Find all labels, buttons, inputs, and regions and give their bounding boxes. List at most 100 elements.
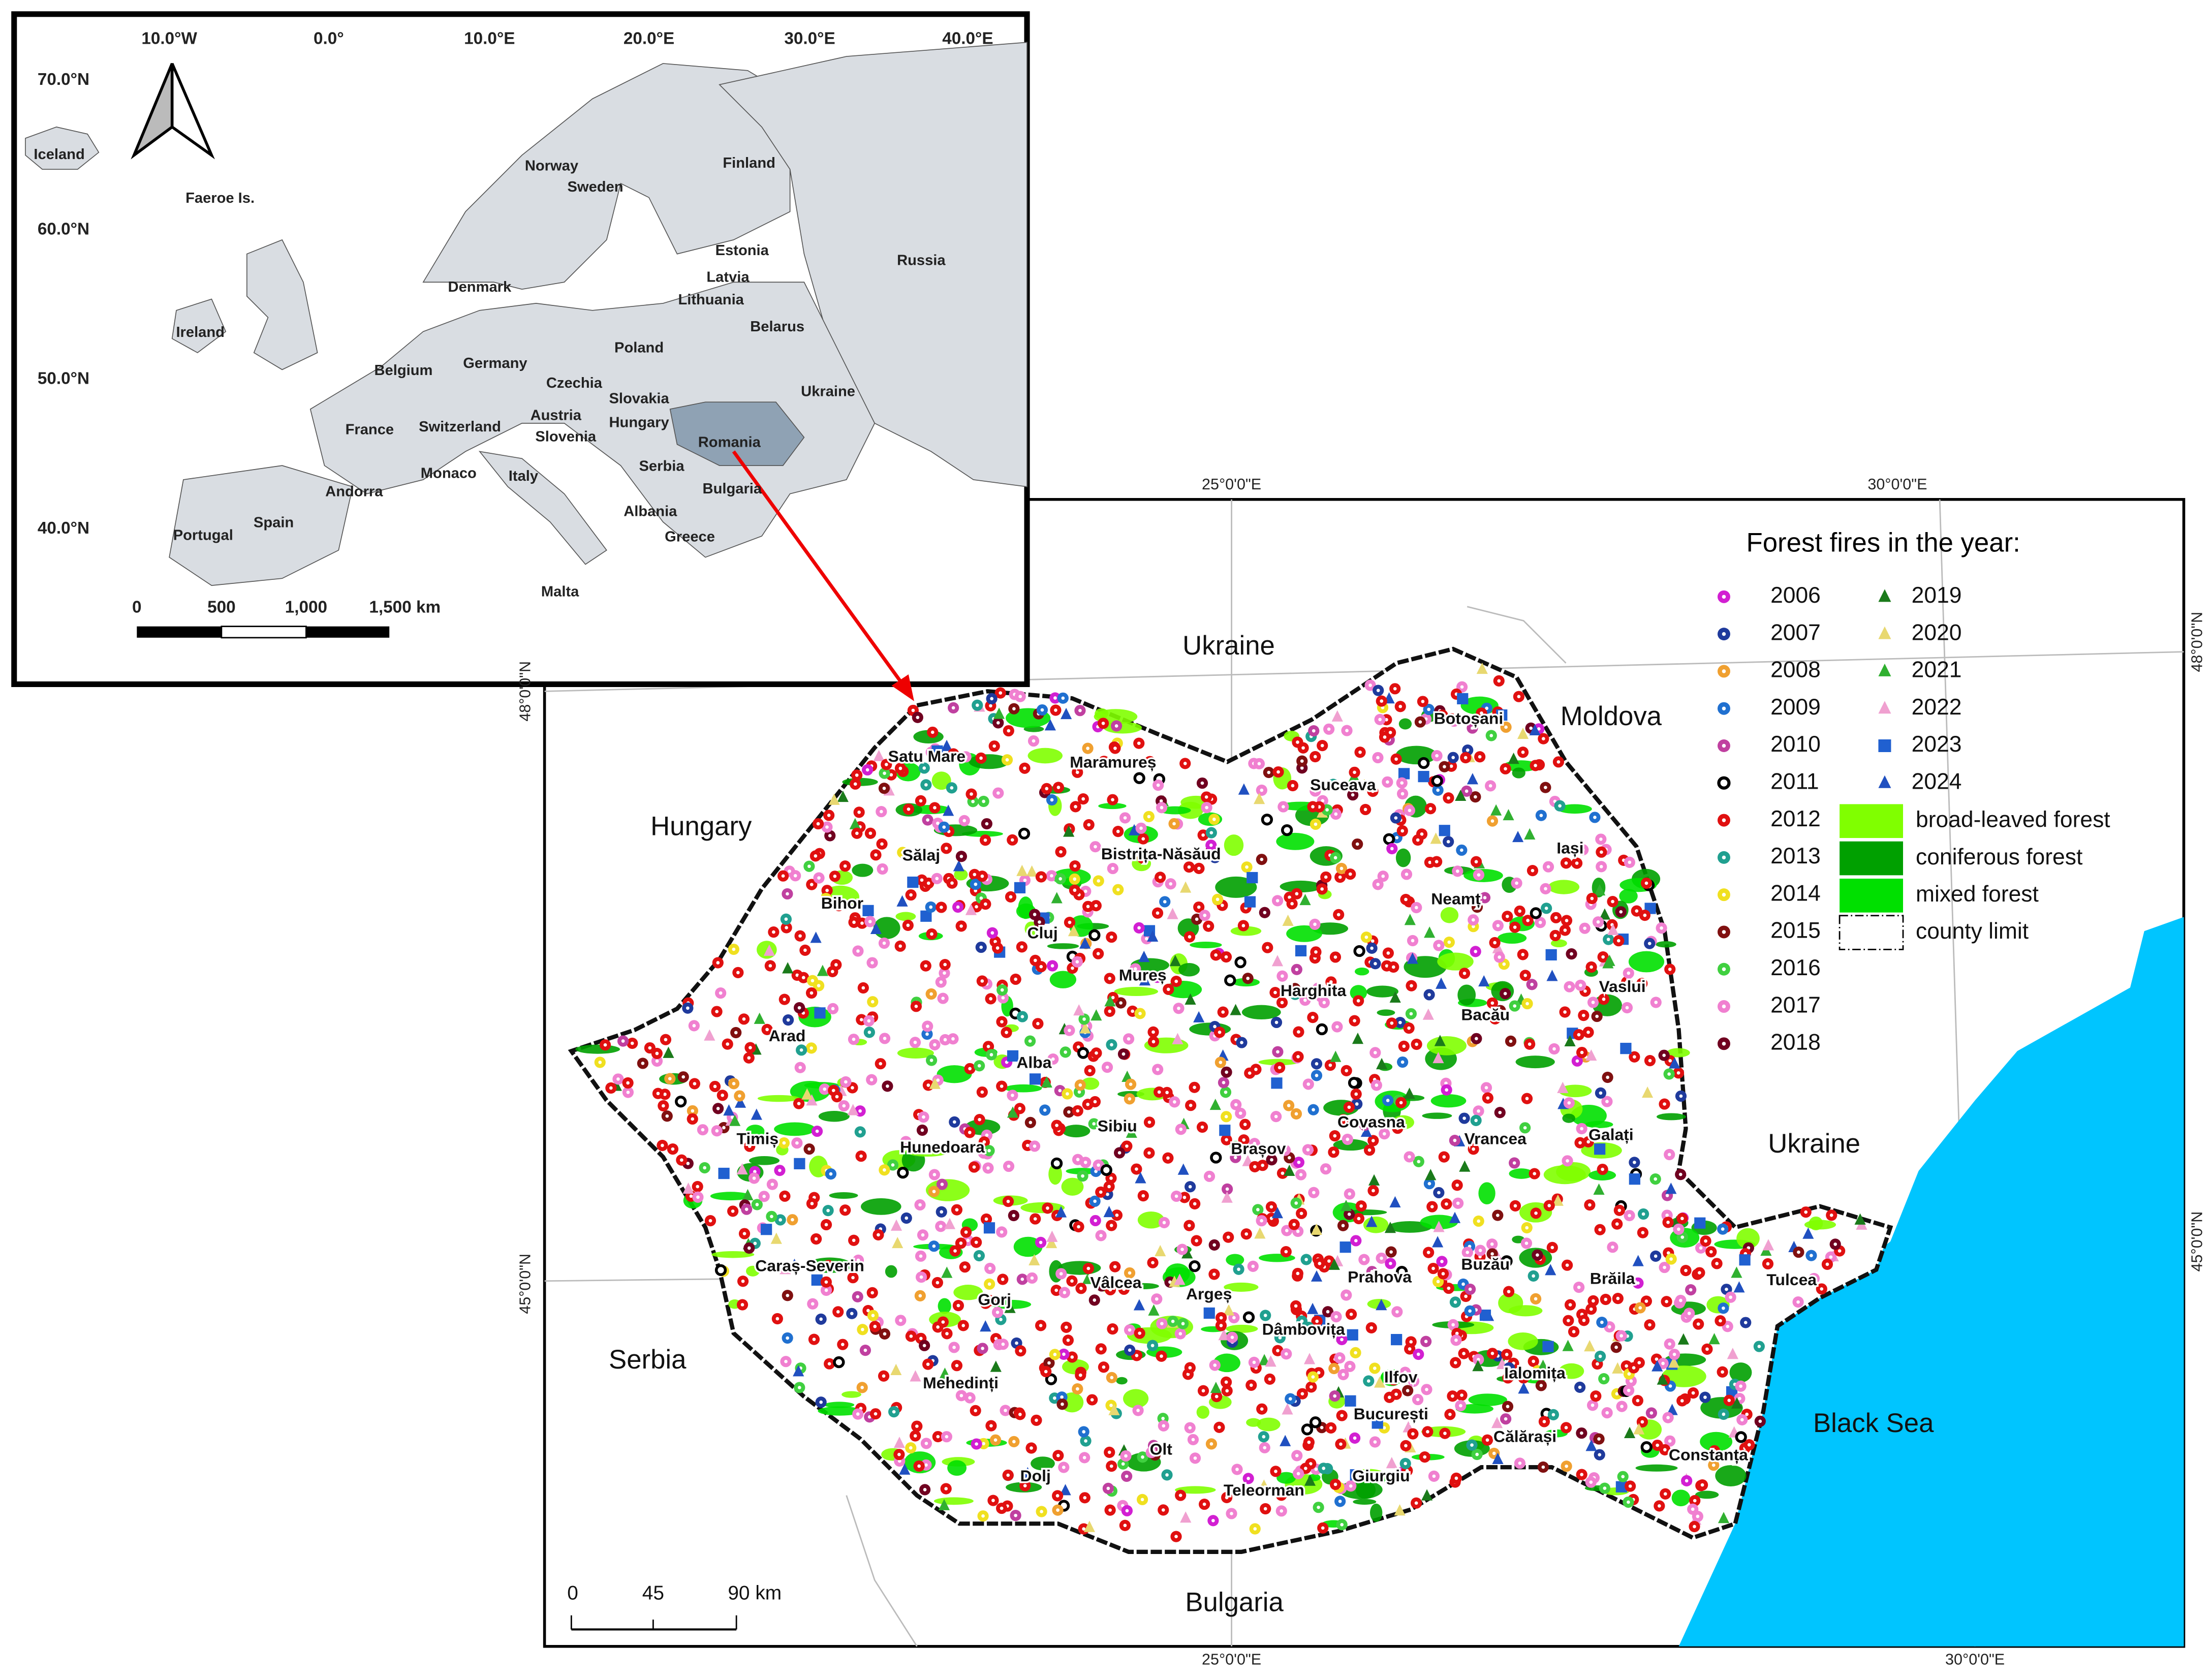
marker-center bbox=[1012, 707, 1016, 711]
marker-center bbox=[987, 1282, 991, 1286]
marker-center bbox=[681, 1075, 686, 1079]
marker bbox=[1353, 945, 1365, 957]
forest-patch bbox=[1047, 943, 1079, 949]
marker-center bbox=[886, 1084, 889, 1088]
marker-center bbox=[1283, 1148, 1287, 1152]
marker-center bbox=[1109, 1464, 1113, 1468]
marker-center bbox=[1062, 1466, 1066, 1469]
forest-patch bbox=[953, 1285, 983, 1300]
marker bbox=[920, 910, 932, 922]
marker-center bbox=[1443, 765, 1446, 769]
marker-center bbox=[1276, 1050, 1280, 1054]
marker bbox=[1177, 1163, 1189, 1175]
label: 500 bbox=[207, 598, 236, 616]
marker-center bbox=[1394, 816, 1398, 820]
marker bbox=[793, 1365, 804, 1377]
marker-center bbox=[1541, 1465, 1545, 1469]
marker-center bbox=[734, 1031, 738, 1035]
marker bbox=[1479, 1310, 1491, 1321]
marker-center bbox=[926, 1362, 930, 1366]
marker-center bbox=[926, 1083, 930, 1087]
marker-center bbox=[1156, 911, 1160, 915]
forest-patch bbox=[1729, 1362, 1752, 1383]
marker-center bbox=[1405, 1469, 1409, 1473]
marker-center bbox=[1012, 1440, 1016, 1444]
marker-center bbox=[1580, 1050, 1584, 1054]
marker-center bbox=[1666, 1416, 1670, 1419]
marker-center bbox=[1447, 1286, 1451, 1290]
marker-center bbox=[955, 1208, 959, 1211]
label: Argeș bbox=[1186, 1285, 1232, 1303]
marker bbox=[1545, 1264, 1556, 1276]
marker-center bbox=[1253, 1165, 1257, 1169]
forest-patch bbox=[1695, 1490, 1719, 1499]
marker-center bbox=[1032, 739, 1036, 743]
marker-center bbox=[1224, 1380, 1228, 1384]
marker-center bbox=[1070, 1355, 1074, 1359]
marker-center bbox=[1405, 873, 1409, 876]
marker-center bbox=[1315, 1074, 1319, 1077]
marker-center bbox=[921, 1233, 925, 1237]
marker-center bbox=[823, 1087, 827, 1091]
marker bbox=[1564, 1035, 1576, 1047]
marker-center bbox=[945, 846, 948, 850]
label: Teleorman bbox=[1224, 1481, 1304, 1499]
marker-center bbox=[1475, 1037, 1478, 1041]
marker-center bbox=[1538, 920, 1542, 924]
marker bbox=[1073, 1004, 1085, 1016]
marker-center bbox=[1060, 1395, 1064, 1399]
marker-center bbox=[1721, 1370, 1724, 1374]
marker-center bbox=[689, 1194, 693, 1198]
marker-center bbox=[1544, 786, 1547, 789]
marker-center bbox=[926, 881, 930, 885]
marker bbox=[1311, 1270, 1323, 1282]
marker-center bbox=[1440, 1260, 1444, 1263]
marker-center bbox=[929, 992, 933, 996]
marker-center bbox=[981, 1514, 985, 1518]
legend-label: broad-leaved forest bbox=[1916, 807, 2110, 832]
marker-center bbox=[1641, 1231, 1645, 1234]
marker bbox=[1247, 872, 1258, 884]
marker bbox=[1016, 864, 1028, 876]
marker-center bbox=[1121, 1462, 1125, 1466]
marker-center bbox=[924, 1463, 928, 1467]
marker-center bbox=[1477, 1219, 1481, 1223]
marker-center bbox=[1129, 1082, 1133, 1086]
marker bbox=[1394, 1504, 1406, 1516]
marker-center bbox=[1399, 1101, 1403, 1105]
marker-center bbox=[1294, 1112, 1298, 1116]
marker-center bbox=[1470, 1443, 1474, 1447]
marker bbox=[734, 1096, 746, 1108]
marker-center bbox=[1090, 1398, 1094, 1402]
marker-center bbox=[1525, 1097, 1529, 1101]
marker-center bbox=[1082, 1527, 1086, 1531]
marker-center bbox=[1509, 1039, 1513, 1043]
forest-patch bbox=[1635, 1464, 1678, 1472]
label: Italy bbox=[509, 468, 539, 484]
marker-center bbox=[1138, 1331, 1142, 1335]
marker-center bbox=[1678, 1172, 1683, 1176]
marker-center bbox=[1160, 1322, 1164, 1325]
marker-center bbox=[1115, 1213, 1119, 1217]
marker-center bbox=[1449, 764, 1453, 768]
marker bbox=[1490, 804, 1502, 816]
marker-center bbox=[810, 1202, 814, 1205]
label: Portugal bbox=[173, 527, 233, 544]
marker bbox=[1271, 955, 1284, 967]
marker-center bbox=[1342, 1117, 1345, 1122]
marker-center bbox=[1162, 1424, 1166, 1428]
marker-center bbox=[837, 904, 841, 908]
marker-center bbox=[1297, 1030, 1300, 1034]
marker-center bbox=[1039, 1324, 1043, 1327]
marker-center bbox=[1380, 1256, 1383, 1260]
marker-center bbox=[1568, 985, 1571, 989]
marker-center bbox=[1166, 1156, 1170, 1160]
marker-center bbox=[1102, 1365, 1106, 1369]
marker-center bbox=[1474, 950, 1478, 953]
marker-center bbox=[1820, 1287, 1824, 1291]
forest-patch bbox=[954, 868, 968, 881]
marker bbox=[1311, 1223, 1322, 1235]
forest-patch bbox=[1354, 968, 1369, 976]
marker-center bbox=[795, 973, 799, 977]
